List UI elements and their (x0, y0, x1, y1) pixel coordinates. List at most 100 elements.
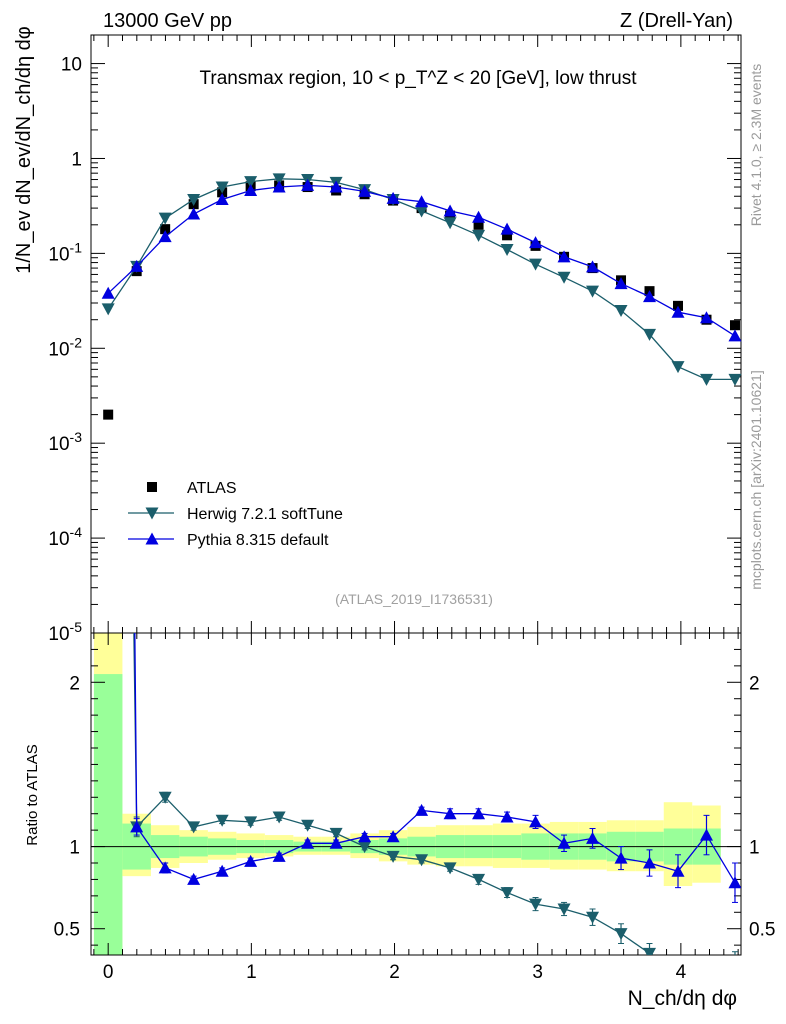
herwig-point (187, 193, 201, 206)
pythia-ratio-point (643, 856, 657, 869)
y-tick-label: 1 (71, 149, 82, 170)
pythia-ratio-point (386, 830, 400, 843)
herwig-point (529, 258, 543, 271)
ratio-clipped (130, 633, 741, 978)
pythia-point (187, 207, 201, 220)
ratio-tick-label-left: 2 (69, 673, 80, 694)
y-axis-label: 1/N_ev dN_ev/dN_ch/dη dφ (13, 26, 35, 274)
legend: ATLAS Herwig 7.2.1 softTune Pythia 8.315 d… (128, 480, 343, 549)
legend-marker (145, 532, 159, 545)
herwig-ratio-point (301, 819, 315, 832)
pythia-ratio-point (215, 864, 229, 877)
herwig-ratio-point (329, 827, 343, 840)
pythia-point (301, 178, 315, 191)
y-tick-label: 10-4 (48, 524, 82, 550)
pythia-ratio-point (187, 872, 201, 885)
herwig-point (158, 212, 172, 225)
atlas-point (473, 219, 484, 230)
pythia-point (386, 191, 400, 204)
ratio-frame (90, 632, 742, 956)
herwig-point (472, 229, 486, 242)
x-tick-label: 3 (532, 962, 543, 983)
pythia-point (215, 192, 229, 205)
stat-band (93, 674, 123, 955)
pythia-ratio-point (443, 807, 457, 820)
ratio-y-axis-label: Ratio to ATLAS (24, 744, 41, 845)
herwig-ratio-point (386, 850, 400, 863)
herwig-ratio-point (415, 854, 429, 867)
pythia-ratio-point (557, 836, 571, 849)
series-layer (101, 173, 742, 420)
legend-label: ATLAS (187, 480, 237, 497)
legend-label: Pythia 8.315 default (187, 532, 329, 549)
pythia-point (358, 184, 372, 197)
rivet-label: Rivet 4.1.0, ≥ 2.3M events (748, 64, 764, 227)
analysis-label: (ATLAS_2019_I1736531) (335, 591, 493, 607)
pythia-point (329, 180, 343, 193)
pythia-ratio-point (500, 810, 514, 823)
herwig-point (586, 285, 600, 298)
pythia-point (472, 210, 486, 223)
herwig-point (215, 181, 229, 194)
herwig-point (614, 305, 628, 318)
herwig-point (728, 373, 742, 386)
pythia-point (244, 183, 258, 196)
herwig-point (671, 361, 685, 374)
herwig-ratio-point (500, 887, 514, 900)
ratio-line-pythia (134, 633, 736, 884)
herwig-ratio-point (700, 966, 713, 978)
pythia-point (671, 305, 685, 318)
pythia-point (272, 180, 286, 193)
herwig-ratio-point (472, 873, 486, 886)
pythia-ratio-point (728, 876, 741, 889)
pythia-ratio-point (472, 807, 486, 820)
x-tick-label: 2 (389, 962, 400, 983)
ratio-series-layer (130, 633, 741, 978)
herwig-ratio-point (443, 862, 457, 875)
herwig-point (415, 205, 429, 218)
pythia-point (101, 286, 115, 299)
pythia-ratio-point (586, 831, 600, 844)
herwig-ratio-point (557, 903, 571, 916)
pythia-ratio-point (158, 861, 172, 874)
herwig-point (500, 243, 514, 256)
herwig-point (244, 176, 258, 189)
atlas-point (160, 224, 171, 235)
pythia-point (130, 259, 144, 272)
herwig-ratio-point (158, 791, 172, 804)
herwig-ratio-point (643, 947, 657, 955)
legend-marker (147, 482, 157, 492)
ratio-tick-label-left: 0.5 (54, 920, 80, 941)
pythia-ratio-point (529, 815, 543, 828)
herwig-ratio-point (529, 898, 543, 911)
herwig-ratio-point (187, 821, 201, 834)
pythia-ratio-point (244, 854, 258, 867)
pythia-ratio-point (415, 803, 429, 816)
y-tick-label: 10-2 (48, 334, 82, 360)
ratio-tick-label-left: 1 (69, 838, 80, 859)
atlas-point (103, 409, 114, 420)
herwig-point (443, 217, 457, 230)
pythia-ratio-point (130, 820, 144, 833)
herwig-point (557, 271, 571, 284)
herwig-ratio-point (215, 814, 229, 827)
pythia-ratio-point (358, 830, 372, 843)
herwig-point (101, 303, 115, 316)
x-tick-label: 4 (676, 962, 687, 983)
herwig-ratio-point (272, 811, 286, 824)
legend-marker (145, 507, 159, 520)
pythia-ratio-point (699, 828, 713, 841)
pythia-point (728, 329, 742, 342)
pythia-point (500, 222, 514, 235)
ratio-bands (93, 633, 721, 955)
ratio-tick-label-right: 1 (749, 838, 760, 859)
ratio-tick-label-right: 2 (749, 673, 760, 694)
tick-labels: 0 1 2 3 4 10 1 10-1 10-2 10-3 10-4 10-5 2 2 1 1 0.5 0.5 (48, 55, 775, 983)
y-tick-label: 10 (61, 55, 82, 76)
pythia-point (415, 195, 429, 208)
herwig-point (272, 173, 286, 186)
pythia-point (586, 260, 600, 273)
atlas-point (502, 230, 513, 241)
legend-label: Herwig 7.2.1 softTune (187, 506, 343, 523)
